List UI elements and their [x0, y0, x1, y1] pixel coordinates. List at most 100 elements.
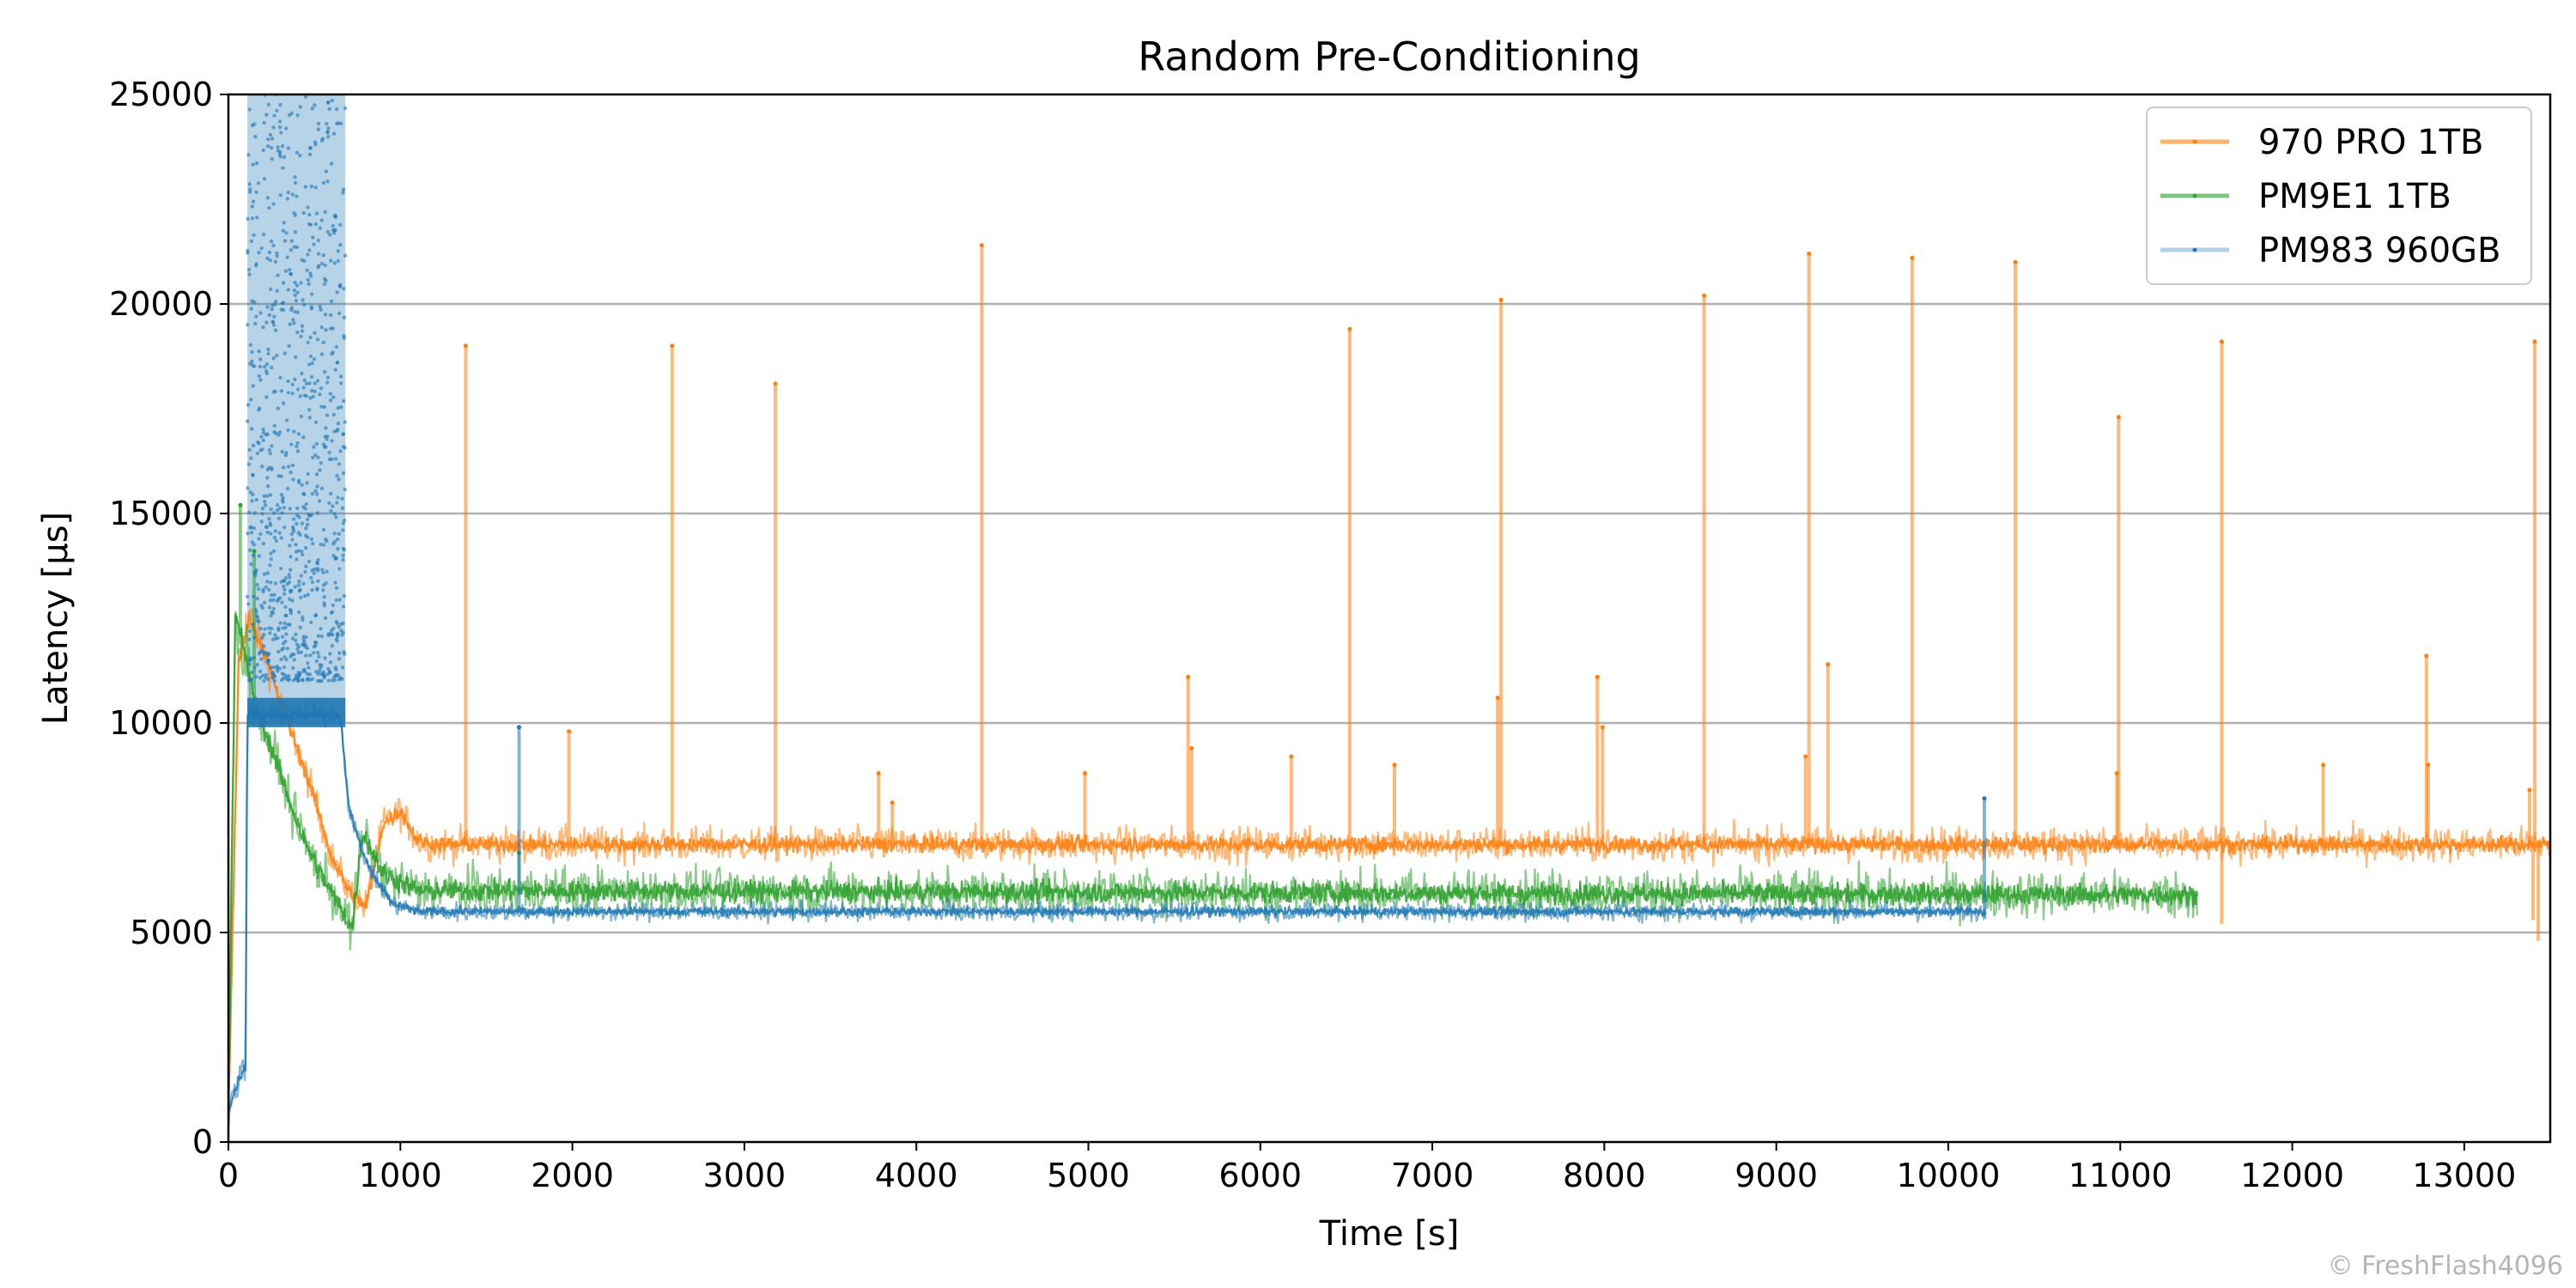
scatter-point: [318, 226, 322, 230]
scatter-point: [335, 537, 340, 542]
scatter-point: [301, 298, 305, 302]
scatter-point: [290, 538, 295, 542]
scatter-point: [341, 445, 346, 449]
scatter-point: [313, 489, 318, 493]
spike-point: [238, 502, 243, 507]
chart-title: Random Pre-Conditioning: [1138, 33, 1640, 80]
spike-point: [1186, 674, 1191, 679]
scatter-point: [273, 529, 277, 533]
scatter-point: [283, 655, 287, 659]
x-tick-label: 7000: [1391, 1157, 1474, 1194]
scatter-point: [268, 563, 272, 568]
scatter-point: [329, 313, 333, 317]
scatter-point: [276, 273, 280, 277]
scatter-point: [324, 328, 328, 332]
scatter-point: [281, 228, 286, 233]
scatter-point: [281, 500, 285, 504]
scatter-point: [264, 433, 268, 437]
scatter-point: [341, 191, 345, 195]
scatter-point: [255, 216, 259, 220]
scatter-point: [268, 631, 272, 635]
scatter-point: [292, 658, 296, 662]
scatter-point: [289, 307, 294, 313]
scatter-point: [321, 588, 325, 592]
scatter-point: [338, 283, 343, 288]
scatter-point: [322, 601, 326, 605]
scatter-point: [334, 556, 338, 560]
scatter-point: [283, 526, 287, 530]
scatter-point: [326, 135, 331, 139]
scatter-point: [341, 605, 346, 609]
spike-point: [979, 243, 984, 248]
scatter-point: [325, 672, 330, 677]
scatter-point: [339, 121, 343, 125]
scatter-point: [333, 213, 337, 218]
scatter-point: [286, 465, 291, 469]
scatter-point: [336, 121, 341, 125]
scatter-point: [301, 386, 306, 390]
scatter-point: [330, 351, 334, 356]
scatter-point: [289, 532, 294, 537]
scatter-point: [341, 187, 346, 191]
scatter-point: [321, 340, 325, 344]
scatter-point: [291, 678, 296, 683]
scatter-point: [248, 490, 252, 495]
scatter-point: [309, 184, 314, 189]
scatter-point: [265, 484, 270, 489]
scatter-point: [265, 256, 270, 261]
scatter-point: [298, 153, 302, 158]
scatter-point: [298, 671, 302, 676]
scatter-point: [326, 100, 331, 105]
scatter-point: [264, 368, 269, 374]
scatter-point: [327, 501, 331, 506]
scatter-point: [247, 637, 252, 641]
scatter-point: [257, 374, 261, 379]
scatter-point: [305, 481, 309, 485]
scatter-point: [313, 453, 318, 458]
scatter-point: [261, 325, 265, 330]
scatter-point: [292, 210, 296, 216]
scatter-point: [295, 331, 300, 335]
scatter-point: [301, 678, 305, 683]
scatter-point: [272, 678, 276, 683]
scatter-point: [287, 580, 292, 585]
y-tick-label: 0: [192, 1123, 213, 1161]
scatter-point: [336, 547, 340, 551]
scatter-point: [297, 589, 301, 593]
scatter-point: [271, 202, 276, 206]
scatter-point: [290, 382, 295, 387]
scatter-point: [249, 239, 254, 243]
scatter-point: [265, 571, 270, 575]
scatter-point: [334, 619, 338, 624]
scatter-point: [333, 580, 337, 585]
scatter-point: [262, 633, 266, 637]
scatter-point: [254, 161, 259, 166]
scatter-point: [293, 230, 298, 234]
scatter-point: [315, 379, 320, 383]
scatter-point: [325, 130, 330, 134]
scatter-point: [295, 150, 300, 155]
scatter-point: [338, 243, 343, 247]
x-tick-label: 11000: [2069, 1157, 2172, 1194]
scatter-point: [319, 542, 323, 547]
scatter-point: [290, 463, 295, 468]
scatter-point: [299, 281, 303, 285]
scatter-point: [277, 119, 283, 124]
scatter-point: [250, 123, 255, 128]
scatter-point: [295, 113, 300, 118]
scatter-point: [304, 501, 308, 507]
scatter-point: [337, 677, 342, 682]
scatter-point: [315, 484, 319, 489]
scatter-point: [295, 521, 299, 526]
scatter-point: [259, 434, 264, 439]
scatter-point: [295, 642, 300, 647]
scatter-point: [268, 451, 272, 456]
scatter-point: [294, 298, 298, 303]
scatter-point: [337, 651, 342, 655]
scatter-point: [245, 419, 250, 423]
plot-frame: [227, 93, 2552, 1144]
scatter-point: [252, 511, 258, 515]
scatter-point: [280, 600, 284, 605]
scatter-point: [257, 349, 261, 354]
scatter-point: [306, 592, 310, 597]
